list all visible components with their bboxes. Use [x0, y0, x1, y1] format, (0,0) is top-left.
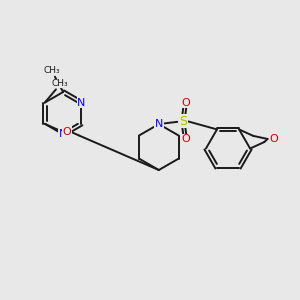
Text: CH₃: CH₃ [51, 79, 68, 88]
Text: N: N [77, 98, 86, 108]
Text: O: O [182, 134, 190, 144]
Text: S: S [179, 115, 187, 128]
Text: N: N [59, 129, 67, 140]
Text: N: N [154, 119, 163, 129]
Text: CH₃: CH₃ [44, 66, 60, 75]
Text: O: O [63, 127, 71, 137]
Text: O: O [270, 134, 278, 144]
Text: O: O [182, 98, 190, 108]
